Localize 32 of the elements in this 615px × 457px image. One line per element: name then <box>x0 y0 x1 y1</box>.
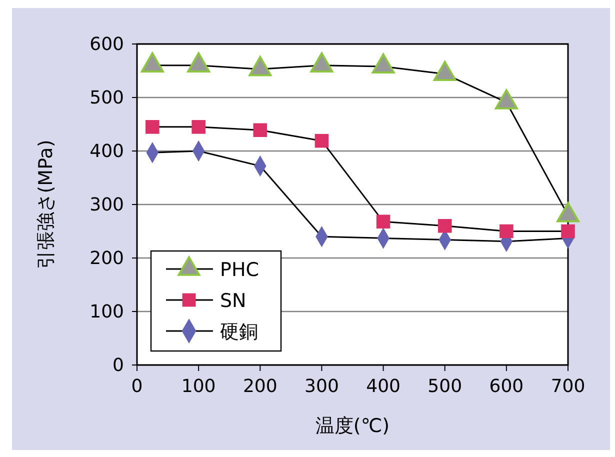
point <box>372 53 395 74</box>
point <box>310 52 334 72</box>
x-tick-label: 200 <box>242 376 278 397</box>
x-axis-title: 温度(℃) <box>315 415 390 437</box>
point <box>376 214 390 229</box>
legend-label: 硬銅 <box>220 321 258 343</box>
point <box>494 89 518 110</box>
y-tick-label: 400 <box>90 140 124 162</box>
x-tick-label: 300 <box>304 376 339 397</box>
y-tick-label: 200 <box>90 248 124 269</box>
x-tick-label: 500 <box>428 376 462 397</box>
point <box>500 224 514 238</box>
point <box>248 56 272 76</box>
legend-label: PHC <box>220 259 260 281</box>
y-tick-label: 600 <box>90 34 124 55</box>
x-tick-label: 600 <box>489 376 524 397</box>
legend-label: SN <box>220 290 246 312</box>
y-tick-label: 300 <box>90 194 124 216</box>
point <box>140 52 164 72</box>
point <box>561 224 575 238</box>
y-axis-title: 引張強さ(MPa) <box>35 140 57 270</box>
x-tick-label: 400 <box>366 376 400 397</box>
point <box>438 219 452 233</box>
point <box>314 134 329 148</box>
y-tick-label: 0 <box>112 354 124 376</box>
x-tick-label: 700 <box>550 376 586 397</box>
y-tick-label: 500 <box>90 87 124 108</box>
point <box>187 52 210 72</box>
x-tick-label: 100 <box>181 376 216 397</box>
x-tick-label: 0 <box>131 376 143 397</box>
y-tick-label: 100 <box>90 301 124 322</box>
point <box>433 60 456 82</box>
